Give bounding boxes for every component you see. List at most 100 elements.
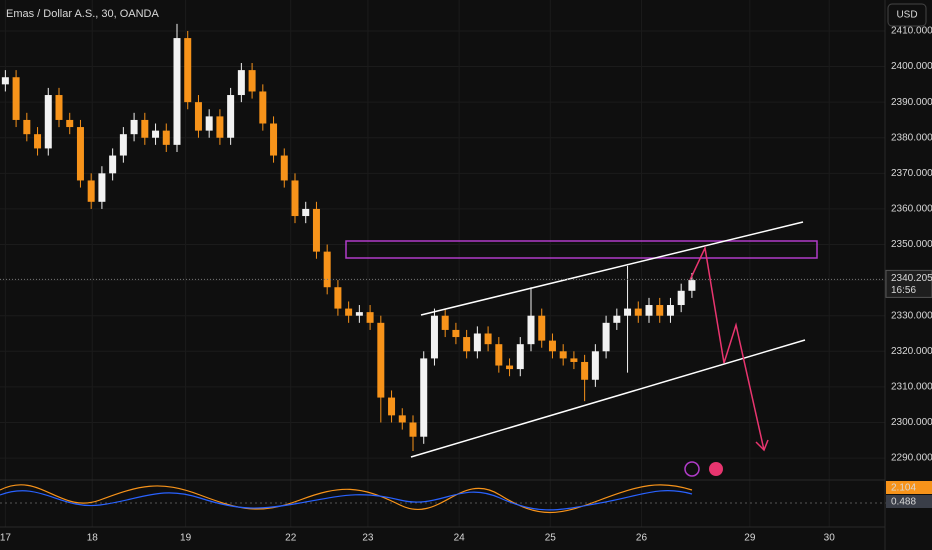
grid: [0, 0, 885, 527]
candle-body: [76, 127, 84, 181]
candle-body: [270, 123, 278, 156]
x-tick-label: 19: [180, 533, 192, 544]
candle-body: [302, 208, 310, 217]
candle-body: [355, 312, 363, 316]
currency-label[interactable]: USD: [896, 10, 917, 21]
candle-body: [216, 116, 224, 138]
candle-body: [420, 358, 428, 437]
candle-body: [173, 38, 181, 145]
candle-body: [1, 77, 9, 85]
y-tick-label: 2310.000: [891, 382, 932, 393]
indicator-badge: [886, 481, 932, 494]
indicator-line: [0, 484, 693, 513]
candle-body: [119, 134, 127, 156]
last-price-label: 2340.205: [891, 273, 932, 284]
candle-body: [227, 95, 235, 138]
candle-body: [398, 415, 406, 423]
candle-body: [323, 251, 331, 288]
y-tick-label: 2350.000: [891, 239, 932, 250]
candle-body: [248, 70, 256, 92]
y-tick-label: 2290.000: [891, 453, 932, 464]
candle-body: [66, 119, 74, 128]
x-tick-label: 18: [87, 533, 99, 544]
y-tick-label: 2320.000: [891, 346, 932, 357]
candle-body: [570, 358, 578, 362]
candle-body: [23, 119, 31, 135]
candle-body: [613, 315, 621, 323]
candle-body: [259, 91, 267, 124]
candle-body: [152, 130, 160, 138]
y-tick-label: 2380.000: [891, 132, 932, 143]
candle-body: [34, 134, 42, 149]
candle-body: [388, 397, 396, 416]
arrow-head: [755, 439, 769, 452]
y-tick-label: 2370.000: [891, 168, 932, 179]
candle-body: [291, 180, 299, 217]
candle-body: [666, 305, 674, 316]
candle-body: [559, 351, 567, 359]
candle-body: [645, 305, 653, 316]
candle-body: [312, 208, 320, 252]
indicator-signal: [0, 490, 693, 511]
y-tick-label: 2390.000: [891, 97, 932, 108]
candle-body: [12, 77, 20, 120]
candle-body: [581, 361, 589, 380]
x-tick-label: 25: [545, 533, 557, 544]
candle-body: [141, 119, 149, 138]
candle-body: [516, 344, 524, 370]
candle-body: [538, 315, 546, 341]
projection-arrow: [689, 245, 765, 451]
candle-body: [280, 155, 288, 181]
y-tick-label: 2410.000: [891, 26, 932, 37]
candle-body: [473, 333, 481, 352]
candle-body: [452, 329, 460, 338]
last-price-box: [885, 269, 932, 298]
candle-body: [55, 95, 63, 120]
countdown-label: 16:56: [891, 285, 916, 296]
y-tick-label: 2400.000: [891, 61, 932, 72]
candle-body: [624, 308, 632, 316]
candle-body: [334, 287, 342, 309]
candle-body: [205, 116, 213, 131]
candle-body: [677, 290, 685, 306]
candle-body: [98, 173, 106, 202]
candle-body: [44, 95, 52, 149]
candle-body: [366, 312, 374, 323]
candle-body: [377, 322, 385, 398]
y-tick-label: 2300.000: [891, 417, 932, 428]
candle-body: [463, 337, 471, 352]
upper-trendline: [420, 221, 804, 316]
candle-body: [484, 333, 492, 345]
candle-body: [194, 102, 202, 131]
candle-body: [345, 308, 353, 316]
candle-body: [527, 315, 535, 345]
currency-button[interactable]: [887, 3, 927, 27]
x-tick-label: 22: [285, 533, 297, 544]
candle-body: [130, 119, 138, 135]
candle-body: [656, 305, 664, 316]
lower-trendline: [410, 339, 806, 458]
candle-body: [237, 70, 245, 96]
indicator-value: 2.104: [891, 483, 916, 494]
candle-body: [441, 315, 449, 330]
symbol-title: Emas / Dollar A.S., 30, OANDA: [6, 8, 159, 20]
x-tick-label: 26: [636, 533, 648, 544]
event-icon[interactable]: [684, 461, 700, 477]
candle-body: [688, 280, 696, 291]
candle-body: [184, 38, 192, 103]
candle-body: [548, 340, 556, 352]
resistance-zone: [345, 240, 818, 259]
y-tick-label: 2360.000: [891, 204, 932, 215]
x-tick-label: 23: [362, 533, 374, 544]
candle-body: [430, 315, 438, 359]
candle-body: [506, 365, 514, 370]
news-icon[interactable]: [709, 462, 723, 476]
candle-body: [495, 344, 503, 366]
candles: [1, 23, 696, 451]
x-tick-label: 24: [454, 533, 466, 544]
candle-body: [409, 422, 417, 437]
candle-body: [602, 322, 610, 352]
